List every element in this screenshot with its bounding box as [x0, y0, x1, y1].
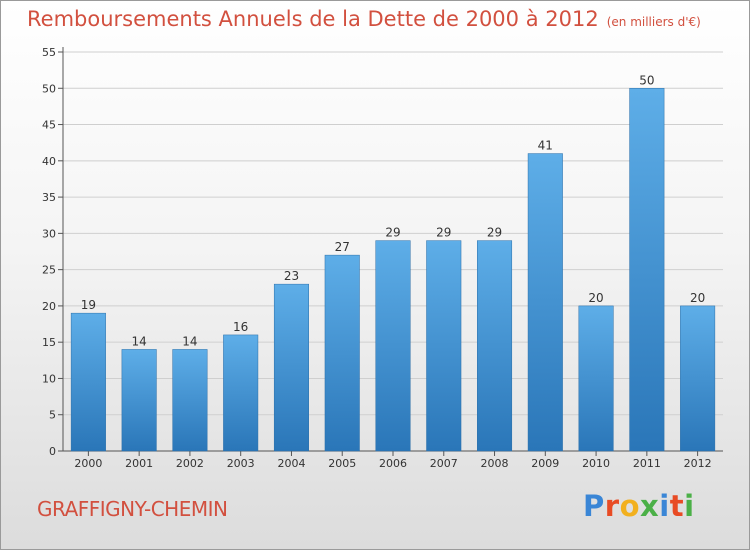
bar: [527, 153, 563, 452]
x-tick-label: 2004: [277, 457, 305, 470]
y-tick-label: 15: [42, 336, 56, 349]
x-tick-label: 2001: [125, 457, 153, 470]
data-label: 50: [639, 73, 654, 87]
logo-letter: t: [669, 489, 685, 523]
x-tick-label: 2012: [684, 457, 712, 470]
data-label: 20: [690, 291, 705, 305]
data-label: 19: [81, 298, 96, 312]
logo-letter: r: [604, 489, 620, 523]
logo-letter: i: [684, 489, 695, 523]
bar: [375, 240, 411, 452]
data-label: 16: [233, 320, 248, 334]
bar: [426, 240, 462, 452]
x-tick-label: 2002: [176, 457, 204, 470]
labels: 19 2000 14 2001 14 2002 16 2003 23 2004 27 2005 29 20…: [74, 73, 711, 470]
bar: [223, 334, 259, 452]
data-label: 29: [436, 226, 451, 240]
x-tick-label: 2005: [328, 457, 356, 470]
bar: [477, 240, 513, 452]
chart-subtitle: (en milliers d'€): [606, 15, 701, 29]
x-tick-label: 2003: [227, 457, 255, 470]
y-tick-label: 5: [49, 409, 56, 422]
logo-letter: P: [583, 489, 605, 523]
data-label: 20: [588, 291, 603, 305]
y-tick-label: 35: [42, 191, 56, 204]
chart-title-text: Remboursements Annuels de la Dette de 20…: [27, 7, 599, 31]
bar: [70, 312, 106, 452]
bar: [121, 349, 157, 452]
logo-letter: o: [619, 489, 641, 523]
y-tick-label: 30: [42, 227, 56, 240]
x-tick-label: 2008: [481, 457, 509, 470]
logo-letter: i: [659, 489, 670, 523]
data-label: 27: [335, 240, 350, 254]
bar: [680, 305, 716, 452]
data-label: 29: [487, 226, 502, 240]
y-tick-label: 40: [42, 155, 56, 168]
bar: [324, 254, 360, 452]
x-tick-label: 2006: [379, 457, 407, 470]
x-tick-label: 2007: [430, 457, 458, 470]
y-tick-label: 50: [42, 82, 56, 95]
bar: [273, 283, 309, 452]
bar: [578, 305, 614, 452]
y-tick-label: 25: [42, 264, 56, 277]
y-tick-label: 55: [42, 46, 56, 59]
y-tick-label: 10: [42, 372, 56, 385]
y-tick-label: 20: [42, 300, 56, 313]
data-label: 14: [132, 334, 147, 348]
bar: [629, 88, 665, 452]
chart-title: Remboursements Annuels de la Dette de 20…: [27, 7, 701, 31]
x-tick-label: 2009: [531, 457, 559, 470]
y-tick-label: 0: [49, 445, 56, 458]
proxiti-logo: Proxiti: [583, 489, 695, 523]
commune-name: GRAFFIGNY-CHEMIN: [37, 497, 228, 521]
data-label: 41: [538, 139, 553, 153]
y-tick-label: 45: [42, 119, 56, 132]
logo-letter: x: [640, 489, 660, 523]
x-tick-label: 2010: [582, 457, 610, 470]
data-label: 23: [284, 269, 299, 283]
bars: [70, 88, 716, 452]
data-label: 14: [182, 334, 197, 348]
x-tick-label: 2000: [74, 457, 102, 470]
data-label: 29: [385, 226, 400, 240]
x-tick-label: 2011: [633, 457, 661, 470]
bar: [172, 349, 208, 452]
